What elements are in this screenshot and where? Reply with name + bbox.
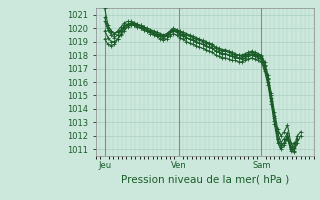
X-axis label: Pression niveau de la mer( hPa ): Pression niveau de la mer( hPa ) (121, 174, 289, 184)
